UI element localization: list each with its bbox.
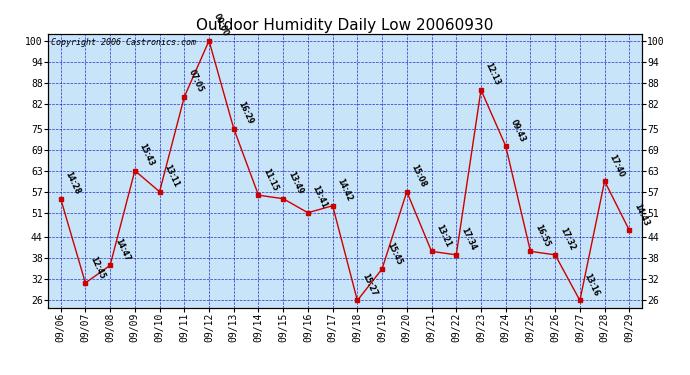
Text: 13:21: 13:21 bbox=[434, 223, 453, 249]
Text: 14:28: 14:28 bbox=[63, 170, 82, 196]
Text: 17:32: 17:32 bbox=[558, 226, 576, 252]
Text: 14:47: 14:47 bbox=[113, 237, 131, 262]
Title: Outdoor Humidity Daily Low 20060930: Outdoor Humidity Daily Low 20060930 bbox=[197, 18, 493, 33]
Text: 16:29: 16:29 bbox=[237, 100, 255, 126]
Text: 15:08: 15:08 bbox=[410, 163, 428, 189]
Text: 09:43: 09:43 bbox=[509, 118, 527, 143]
Text: 14:43: 14:43 bbox=[632, 202, 651, 228]
Text: 11:15: 11:15 bbox=[262, 167, 279, 192]
Text: Copyright 2006 Castronics.com: Copyright 2006 Castronics.com bbox=[51, 38, 196, 47]
Text: 16:55: 16:55 bbox=[533, 223, 551, 249]
Text: 13:49: 13:49 bbox=[286, 170, 304, 196]
Text: 17:40: 17:40 bbox=[607, 153, 626, 178]
Text: 15:43: 15:43 bbox=[137, 142, 156, 168]
Text: 12:45: 12:45 bbox=[88, 255, 106, 280]
Text: 00:00: 00:00 bbox=[212, 12, 230, 38]
Text: 13:16: 13:16 bbox=[582, 272, 601, 298]
Text: 17:34: 17:34 bbox=[459, 226, 477, 252]
Text: 07:05: 07:05 bbox=[187, 69, 206, 94]
Text: 15:27: 15:27 bbox=[360, 272, 379, 298]
Text: 15:45: 15:45 bbox=[385, 241, 403, 266]
Text: 14:42: 14:42 bbox=[335, 177, 354, 203]
Text: 13:41: 13:41 bbox=[310, 184, 329, 210]
Text: 13:11: 13:11 bbox=[162, 163, 181, 189]
Text: 12:13: 12:13 bbox=[484, 62, 502, 87]
